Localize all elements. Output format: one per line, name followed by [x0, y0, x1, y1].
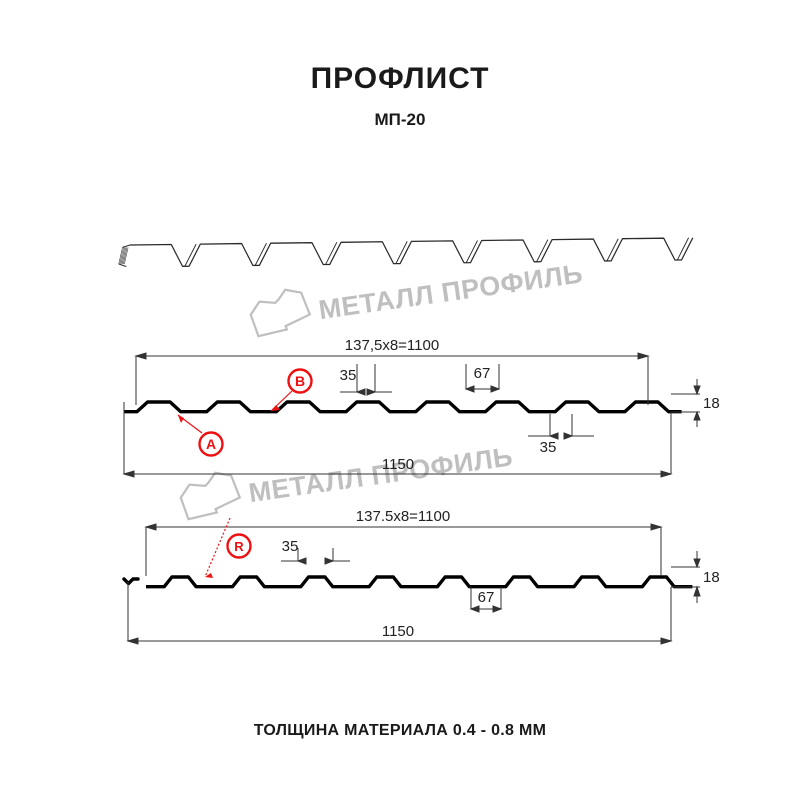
svg-text:67: 67: [478, 589, 495, 606]
svg-text:1150: 1150: [382, 456, 414, 473]
svg-text:18: 18: [703, 395, 720, 412]
svg-text:35: 35: [340, 367, 357, 384]
svg-text:137.5x8=1100: 137.5x8=1100: [356, 508, 450, 525]
svg-text:137,5x8=1100: 137,5x8=1100: [345, 337, 439, 354]
svg-text:1150: 1150: [382, 623, 414, 640]
svg-text:35: 35: [282, 538, 299, 555]
svg-text:B: B: [295, 373, 305, 389]
svg-text:67: 67: [474, 365, 491, 382]
svg-text:A: A: [206, 436, 216, 452]
svg-text:18: 18: [703, 569, 720, 586]
svg-text:35: 35: [540, 439, 557, 456]
svg-text:R: R: [234, 539, 244, 554]
